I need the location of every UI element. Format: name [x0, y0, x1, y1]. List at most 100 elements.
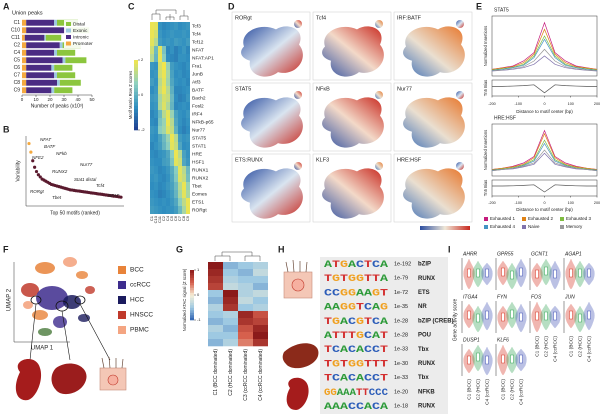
colorbar-step: [190, 297, 194, 301]
x-axis-label: UMAP 1: [31, 346, 54, 352]
motif-annotation: Tcf4: [96, 183, 105, 188]
heatmap-cell: [238, 311, 253, 319]
heatmap-cell: [186, 158, 190, 166]
x-tick-label: 100: [568, 102, 574, 106]
umap-embedding: [403, 97, 465, 148]
umap-title: NFκB: [316, 86, 330, 92]
heatmap-cell: [166, 126, 170, 134]
umap-title: IRF:BATF: [397, 15, 422, 21]
row-label: STAT1: [192, 143, 207, 149]
colorbar-step: [190, 272, 194, 276]
heatmap-cell: [150, 78, 154, 86]
heatmap-cell: [154, 166, 158, 174]
heatmap-cell: [170, 118, 174, 126]
group-label: C4 (ccRCC): [518, 379, 524, 405]
bar-segment: [51, 64, 55, 71]
umap-embedding: [322, 168, 384, 219]
heatmap-cell: [166, 78, 170, 86]
group-label: C2 (HCC): [577, 336, 583, 357]
heatmap-cell: [253, 283, 268, 291]
box: [501, 354, 505, 364]
heatmap-cell: [208, 283, 223, 291]
tissue-icons: [282, 259, 319, 410]
x-tick-label: 0: [543, 102, 545, 106]
heatmap-cell: [223, 325, 238, 333]
heatmap-cell: [150, 86, 154, 94]
footprint-line: [491, 21, 598, 70]
heatmap-cell: [162, 206, 166, 214]
heatmap-cell: [186, 30, 190, 38]
motif-family: NFKB: [418, 389, 435, 395]
heatmap-cell: [166, 54, 170, 62]
heatmap-cell: [208, 269, 223, 277]
heatmap-cell: [158, 30, 162, 38]
column-label: C4: [165, 215, 170, 221]
row-label: C4: [14, 50, 21, 56]
heatmap-cell: [174, 38, 178, 46]
heatmap-cell: [238, 262, 253, 270]
heatmap-cell: [154, 102, 158, 110]
heatmap-cell: [166, 190, 170, 198]
heatmap-cell: [186, 190, 190, 198]
footprint-line: [491, 142, 598, 171]
heatmap-cell: [178, 174, 182, 182]
box: [501, 267, 505, 277]
heatmap-cell: [186, 62, 190, 70]
colorbar-tick-label: -1: [197, 317, 201, 322]
heatmap-cell: [158, 142, 162, 150]
heatmap-cell: [158, 110, 162, 118]
footprint-line: [491, 152, 598, 172]
heatmap-cell: [162, 110, 166, 118]
x-tick-label: -100: [514, 102, 522, 106]
colorbar-step: [134, 109, 138, 113]
heatmap-cell: [166, 182, 170, 190]
group-label: C2 (HCC): [543, 336, 549, 357]
heatmap-cell: [166, 94, 170, 102]
colorbar-step: [190, 287, 194, 291]
heatmap-cell: [174, 118, 178, 126]
group-label: C1 (BCC): [568, 336, 574, 357]
motif-family: ETS: [418, 290, 430, 296]
y-axis-label: Gene activity score: [452, 299, 458, 342]
legend-label: ccRCC: [130, 282, 151, 289]
heatmap-cell: [238, 325, 253, 333]
motif-family: POU: [418, 333, 431, 339]
heatmap-cell: [150, 206, 154, 214]
heatmap-cell: [150, 182, 154, 190]
heatmap-cell: [182, 190, 186, 198]
gene-name: FYN: [497, 294, 507, 300]
heatmap-cell: [154, 78, 158, 86]
heatmap-cell: [253, 325, 268, 333]
colorbar-step: [134, 95, 138, 99]
box: [535, 269, 539, 279]
heatmap-cell: [158, 150, 162, 158]
heatmap-cell: [178, 134, 182, 142]
row-label: NFAT: [192, 47, 204, 53]
heatmap-cell: [174, 78, 178, 86]
heatmap-cell: [182, 22, 186, 30]
legend-label: Exhausted 4: [490, 224, 516, 229]
colorbar-step: [134, 119, 138, 124]
bar-segment: [22, 34, 25, 41]
plot-title: HRE:HSF: [494, 115, 516, 121]
box: [587, 310, 591, 320]
heatmap-cell: [154, 182, 158, 190]
heatmap-cell: [253, 332, 268, 340]
heatmap-cell: [150, 158, 154, 166]
row-label: HSF1: [192, 159, 205, 165]
heatmap-cell: [174, 94, 178, 102]
heatmap-cell: [154, 142, 158, 150]
bar-segment: [26, 19, 55, 26]
heatmap-cell: [158, 206, 162, 214]
box: [535, 311, 539, 321]
motif-family: RUNX: [418, 404, 435, 410]
heatmap-cell: [170, 158, 174, 166]
heatmap-cell: [223, 283, 238, 291]
heatmap-cell: [158, 94, 162, 102]
heatmap-cell: [154, 30, 158, 38]
heatmap-cell: [154, 62, 158, 70]
box: [510, 270, 514, 280]
